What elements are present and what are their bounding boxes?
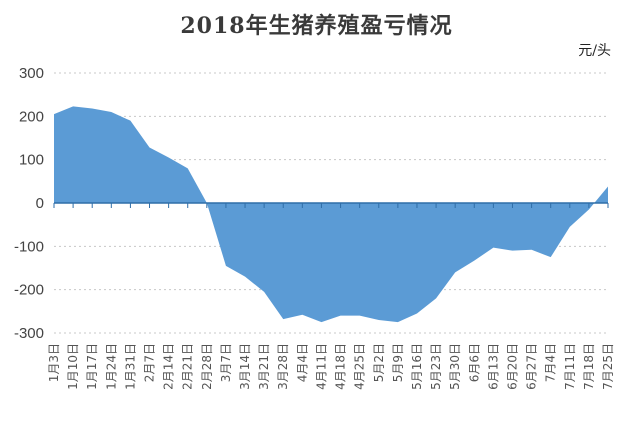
x-tick-label: 7月4日: [544, 343, 558, 382]
x-tick-label: 3月28日: [276, 343, 290, 390]
x-tick-label: 6月20日: [505, 343, 519, 390]
unit-label: 元/头: [578, 43, 611, 59]
x-tick-label: 5月30日: [448, 343, 462, 390]
y-tick-label: 200: [19, 108, 44, 125]
x-tick-label: 3月7日: [219, 343, 233, 382]
x-tick-label: 4月11日: [314, 343, 328, 390]
x-tick-label: 6月27日: [525, 343, 539, 390]
y-tick-label: 100: [19, 152, 44, 169]
y-tick-label: -200: [14, 282, 44, 299]
x-tick-label: 1月3日: [47, 343, 61, 382]
x-tick-label: 3月21日: [257, 343, 271, 390]
x-tick-label: 5月9日: [391, 343, 405, 382]
x-tick-label: 2月21日: [181, 343, 195, 390]
x-tick-label: 6月13日: [486, 343, 500, 390]
y-tick-label: 0: [36, 195, 44, 212]
x-tick-label: 1月24日: [104, 343, 118, 390]
area-series: [54, 106, 608, 323]
x-tick-label: 1月10日: [66, 343, 80, 390]
x-tick-label: 7月25日: [601, 343, 615, 390]
x-tick-label: 1月31日: [123, 343, 137, 390]
chart-title: 2018年生猪养殖盈亏情况: [180, 13, 453, 39]
y-tick-label: -300: [14, 325, 44, 342]
x-tick-label: 7月18日: [582, 343, 596, 390]
x-tick-label: 4月25日: [353, 343, 367, 390]
x-tick-label: 4月4日: [295, 343, 309, 382]
x-tick-label: 1月17日: [85, 343, 99, 390]
x-tick-label: 5月16日: [410, 343, 424, 390]
x-tick-label: 2月14日: [162, 343, 176, 390]
x-tick-label: 6月6日: [467, 343, 481, 382]
y-tick-label: -100: [14, 238, 44, 255]
x-tick-label: 5月2日: [372, 343, 386, 382]
x-tick-label: 2月28日: [200, 343, 214, 390]
y-tick-label: 300: [19, 65, 44, 82]
x-tick-label: 2月7日: [143, 343, 157, 382]
x-tick-label: 3月14日: [238, 343, 252, 390]
x-tick-label: 5月23日: [429, 343, 443, 390]
x-tick-label: 4月18日: [334, 343, 348, 390]
x-tick-label: 7月11日: [563, 343, 577, 390]
